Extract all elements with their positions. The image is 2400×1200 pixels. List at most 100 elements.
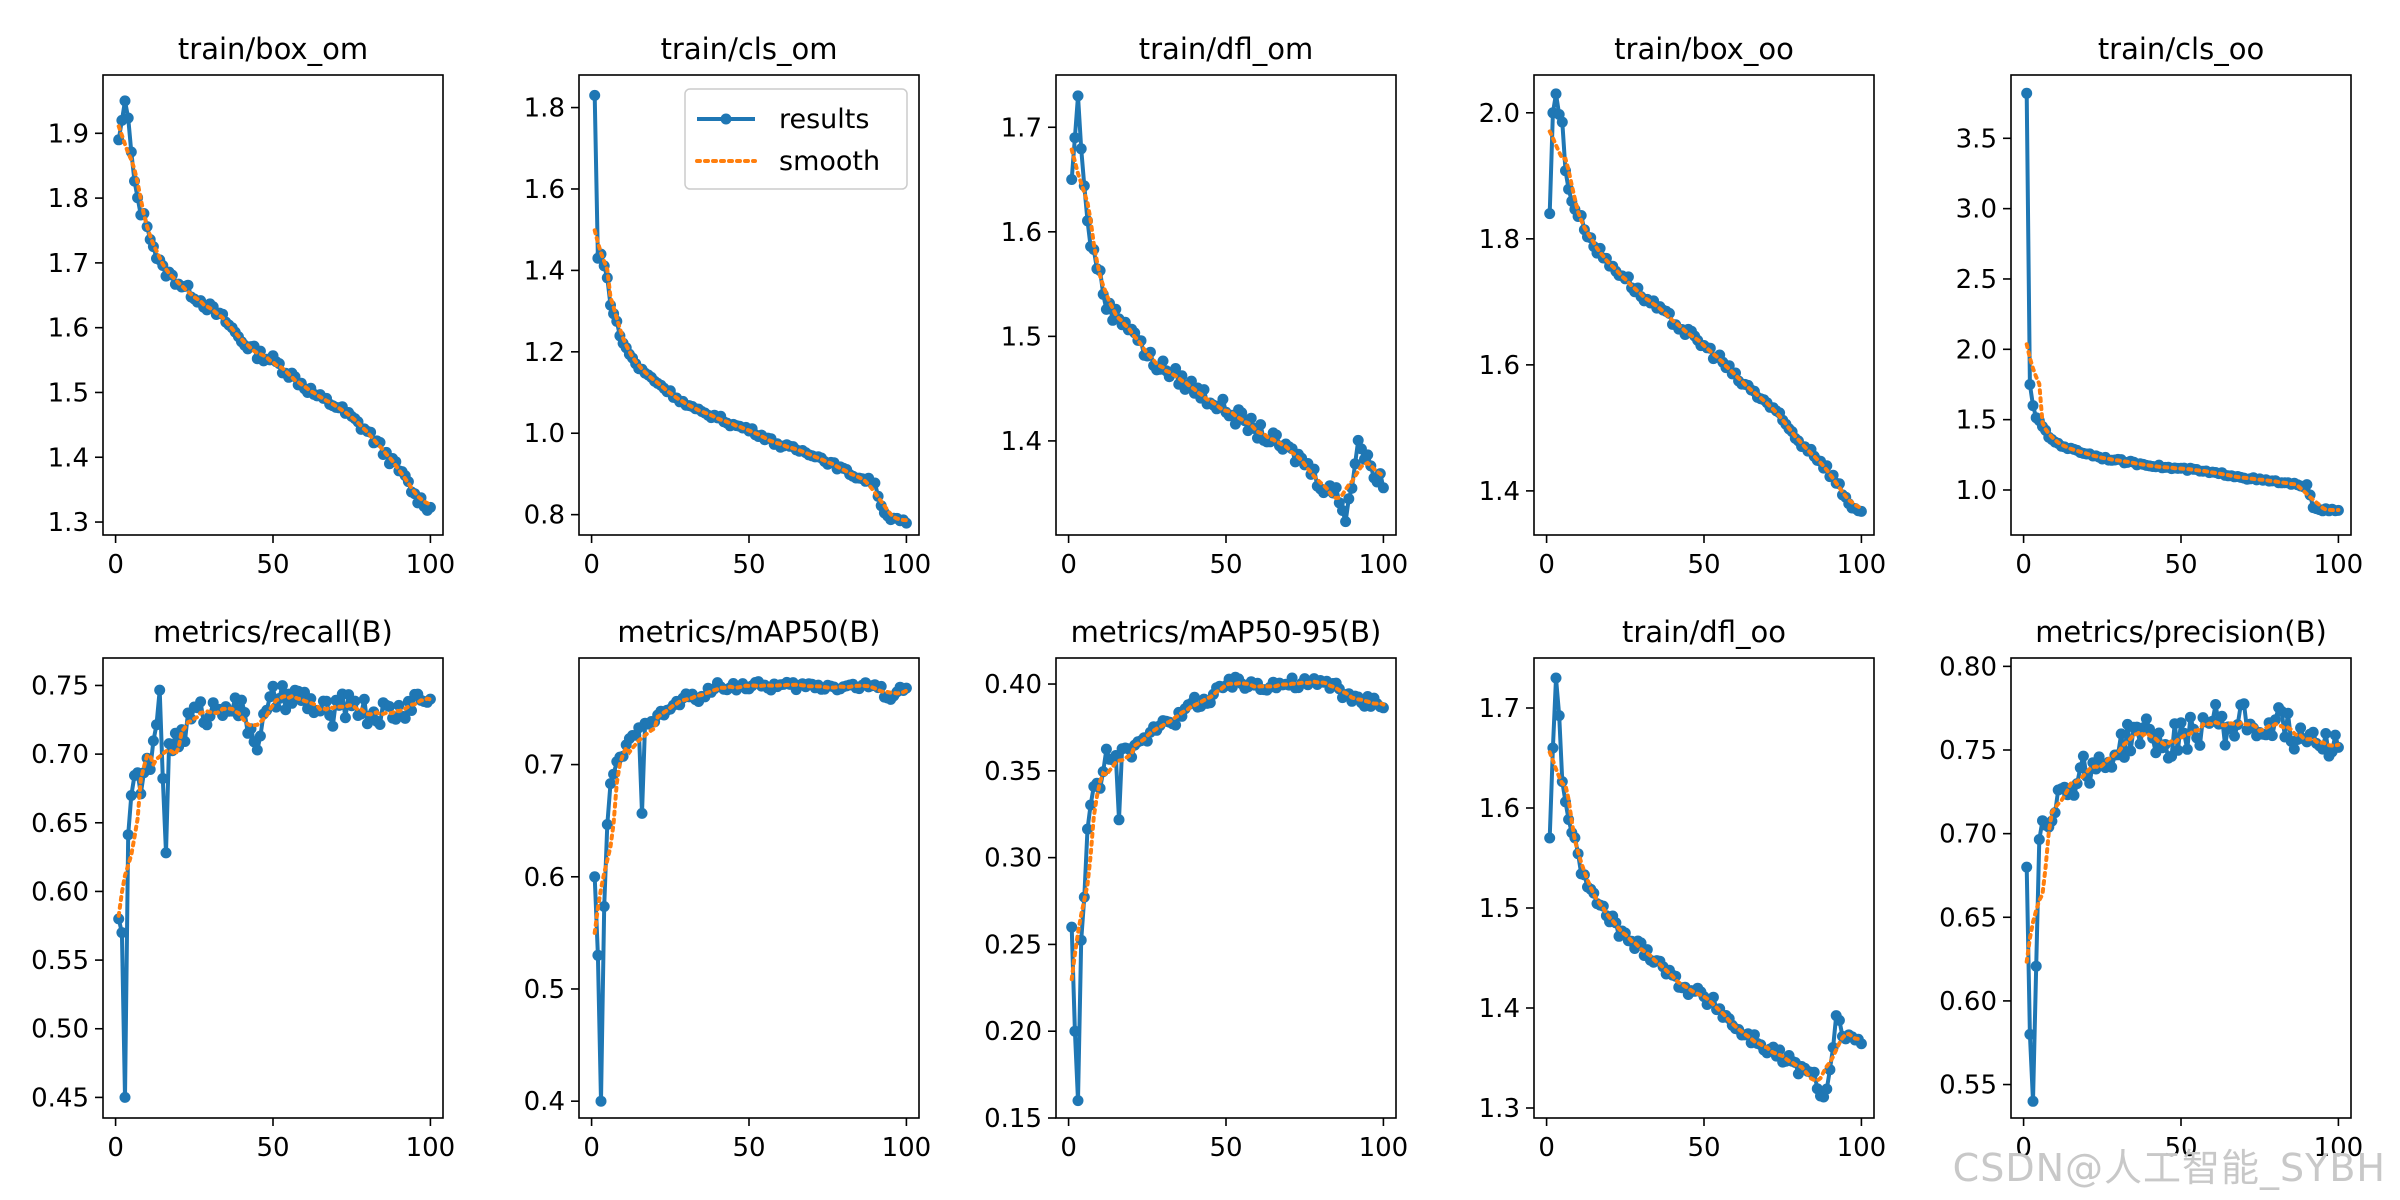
results-point xyxy=(2194,739,2206,751)
subplot-2: train/dfl_om 0 50 100 1.4 1.5 1.6 1.7 xyxy=(1001,32,1409,580)
results-point xyxy=(179,736,191,747)
y-tick-label: 0.65 xyxy=(1939,903,1997,933)
results-point xyxy=(1343,493,1355,505)
subplot-8: train/dfl_oo 0 50 100 1.3 1.4 1.5 1.6 1.7 xyxy=(1479,615,1887,1163)
x-tick-label: 50 xyxy=(1209,550,1242,580)
y-tick-label: 0.60 xyxy=(1939,987,1997,1017)
y-tick-label: 1.7 xyxy=(48,249,89,279)
y-tick-label: 1.6 xyxy=(1479,351,1520,381)
y-tick-label: 1.4 xyxy=(1479,477,1520,507)
y-tick-label: 1.7 xyxy=(1001,113,1042,143)
y-tick-label: 1.2 xyxy=(524,338,565,368)
results-point xyxy=(2027,1095,2039,1107)
results-point xyxy=(151,719,162,731)
results-point xyxy=(1855,1038,1867,1050)
results-point xyxy=(601,819,613,830)
results-point xyxy=(2021,861,2033,873)
results-point xyxy=(1349,458,1361,470)
results-point xyxy=(324,709,336,721)
results-point xyxy=(1157,355,1169,367)
y-tick-label: 0.35 xyxy=(984,757,1042,787)
results-point xyxy=(374,436,386,448)
results-point xyxy=(2269,714,2281,726)
results-point xyxy=(1113,814,1125,826)
subplot-1: train/cls_om 0 50 100 0.8 1.0 1.2 1.4 1.6 1.8 resu… xyxy=(524,32,932,580)
axes-frame xyxy=(1055,657,1397,1119)
results-point xyxy=(2021,87,2033,99)
axes-frame xyxy=(578,657,920,1119)
y-tick-label: 0.4 xyxy=(524,1087,565,1117)
x-tick-label: 50 xyxy=(256,550,289,580)
results-point xyxy=(236,694,247,706)
subplot-5: metrics/recall(B) 0 50 100 0.45 0.50 0.55 0.60 0… xyxy=(31,615,455,1163)
y-tick-label: 0.55 xyxy=(1939,1071,1997,1101)
y-tick-label: 0.80 xyxy=(1939,652,1997,682)
smooth-line xyxy=(1069,147,1386,501)
x-tick-label: 0 xyxy=(1060,1133,1077,1163)
y-tick-label: 0.20 xyxy=(984,1017,1042,1047)
results-point xyxy=(204,710,216,722)
results-point xyxy=(2144,723,2155,735)
results-point xyxy=(2077,750,2089,762)
results-point xyxy=(1707,991,1719,1003)
results-point xyxy=(2106,761,2118,773)
y-tick-label: 0.25 xyxy=(984,930,1042,960)
results-point xyxy=(254,730,266,742)
x-tick-label: 0 xyxy=(107,550,124,580)
results-point xyxy=(2140,713,2152,725)
y-tick-label: 0.60 xyxy=(31,877,89,907)
y-tick-label: 0.40 xyxy=(984,670,1042,700)
y-tick-label: 3.5 xyxy=(1956,124,1997,154)
x-tick-label: 0 xyxy=(107,1133,124,1163)
results-point xyxy=(1255,419,1267,431)
smooth-line xyxy=(1547,129,1864,511)
results-point xyxy=(321,695,332,707)
y-tick-label: 0.6 xyxy=(524,863,565,893)
x-tick-label: 50 xyxy=(732,1133,765,1163)
results-point xyxy=(2216,710,2228,722)
y-tick-label: 2.0 xyxy=(1479,99,1520,129)
results-point xyxy=(1072,90,1084,102)
chart-title: train/cls_oo xyxy=(2098,32,2264,66)
y-tick-label: 0.65 xyxy=(31,809,89,839)
results-point xyxy=(869,477,881,489)
plot-area xyxy=(113,680,436,1103)
results-point xyxy=(2153,727,2165,739)
plot-area xyxy=(113,95,436,516)
legend-results-marker xyxy=(720,113,732,125)
results-point xyxy=(147,735,159,747)
results-point xyxy=(339,712,351,724)
results-point xyxy=(113,913,125,925)
results-point xyxy=(160,847,172,859)
chart-title: train/box_om xyxy=(178,32,368,66)
results-point xyxy=(2175,717,2187,729)
results-point xyxy=(2030,960,2042,972)
results-point xyxy=(119,95,131,107)
results-point xyxy=(2329,729,2341,741)
chart-title: metrics/recall(B) xyxy=(153,615,393,649)
results-point xyxy=(2307,726,2319,738)
x-tick-label: 100 xyxy=(2314,550,2364,580)
results-point xyxy=(1340,516,1352,528)
results-point xyxy=(2074,762,2086,774)
results-point xyxy=(116,927,128,939)
results-point xyxy=(2115,728,2127,740)
results-line xyxy=(592,679,908,1104)
results-point xyxy=(2301,479,2313,491)
x-tick-label: 100 xyxy=(406,1133,456,1163)
y-tick-label: 2.0 xyxy=(1956,335,1997,365)
results-point xyxy=(589,871,601,883)
results-point xyxy=(1748,1029,1760,1041)
chart-title: metrics/precision(B) xyxy=(2035,615,2327,649)
results-point xyxy=(1069,132,1081,144)
results-point xyxy=(1204,697,1216,709)
results-point xyxy=(399,712,411,724)
results-line xyxy=(2024,701,2341,1104)
results-point xyxy=(1544,208,1556,220)
smooth-line xyxy=(2024,342,2341,513)
results-point xyxy=(636,807,648,819)
y-tick-label: 0.8 xyxy=(524,501,565,531)
y-tick-label: 0.75 xyxy=(31,671,89,701)
results-point xyxy=(2238,698,2250,710)
